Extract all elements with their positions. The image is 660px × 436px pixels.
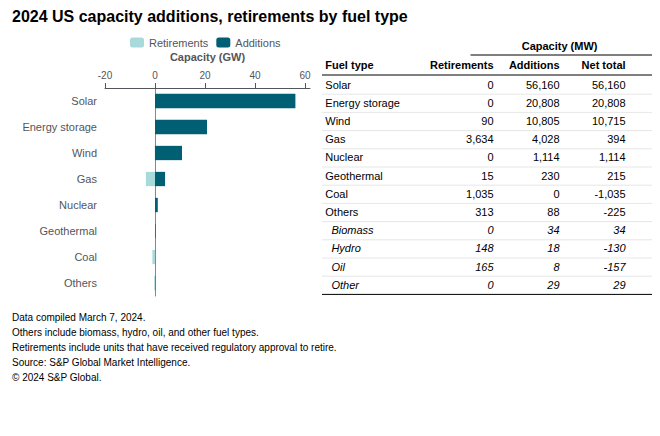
- svg-text:Capacity (MW): Capacity (MW): [522, 40, 598, 52]
- svg-text:18: 18: [547, 242, 560, 254]
- svg-text:Others: Others: [325, 206, 359, 218]
- svg-text:Other: Other: [325, 279, 360, 291]
- svg-text:0: 0: [152, 70, 158, 81]
- svg-text:Coal: Coal: [325, 188, 348, 200]
- svg-text:Fuel type: Fuel type: [325, 59, 373, 71]
- svg-text:29: 29: [612, 279, 625, 291]
- svg-text:3,634: 3,634: [466, 133, 494, 145]
- svg-text:88: 88: [547, 206, 559, 218]
- svg-text:1,035: 1,035: [466, 188, 494, 200]
- svg-text:29: 29: [546, 279, 559, 291]
- svg-text:Hydro: Hydro: [325, 242, 360, 254]
- svg-text:Others include biomass, hydro,: Others include biomass, hydro, oil, and …: [12, 327, 259, 338]
- svg-text:-225: -225: [604, 206, 626, 218]
- svg-text:Source: S&P Global Market Inte: Source: S&P Global Market Intelligence.: [12, 357, 190, 368]
- svg-text:394: 394: [607, 133, 625, 145]
- svg-text:0: 0: [553, 188, 559, 200]
- svg-text:Nuclear: Nuclear: [59, 199, 97, 211]
- svg-text:© 2024 S&P Global.: © 2024 S&P Global.: [12, 372, 101, 383]
- svg-text:56,160: 56,160: [592, 79, 626, 91]
- svg-text:2024 US capacity additions, re: 2024 US capacity additions, retirements …: [12, 8, 408, 25]
- svg-text:0: 0: [487, 97, 493, 109]
- svg-text:0: 0: [487, 151, 493, 163]
- svg-text:Biomass: Biomass: [325, 224, 374, 236]
- svg-text:Gas: Gas: [77, 173, 98, 185]
- svg-text:Additions: Additions: [235, 37, 281, 49]
- svg-text:10,805: 10,805: [526, 115, 560, 127]
- svg-text:1,114: 1,114: [599, 151, 626, 163]
- svg-text:Energy storage: Energy storage: [22, 121, 97, 133]
- svg-text:Retirements: Retirements: [430, 59, 494, 71]
- svg-text:Retirements: Retirements: [149, 37, 209, 49]
- svg-text:-157: -157: [604, 261, 627, 273]
- svg-text:8: 8: [553, 261, 560, 273]
- svg-text:Energy storage: Energy storage: [325, 97, 400, 109]
- svg-text:215: 215: [607, 170, 625, 182]
- svg-text:10,715: 10,715: [592, 115, 626, 127]
- svg-text:230: 230: [541, 170, 559, 182]
- svg-text:34: 34: [547, 224, 559, 236]
- svg-text:165: 165: [475, 261, 494, 273]
- svg-text:Coal: Coal: [74, 251, 97, 263]
- svg-text:Gas: Gas: [325, 133, 346, 145]
- svg-text:40: 40: [249, 70, 261, 81]
- svg-text:-130: -130: [604, 242, 627, 254]
- svg-text:148: 148: [475, 242, 494, 254]
- svg-text:0: 0: [487, 79, 493, 91]
- svg-text:Oil: Oil: [325, 261, 345, 273]
- svg-text:20: 20: [199, 70, 211, 81]
- svg-text:0: 0: [487, 279, 494, 291]
- svg-text:15: 15: [481, 170, 493, 182]
- svg-text:Net total: Net total: [582, 59, 626, 71]
- svg-text:Retirements include units that: Retirements include units that have rece…: [12, 342, 337, 353]
- svg-text:Geothermal: Geothermal: [40, 225, 97, 237]
- svg-text:56,160: 56,160: [526, 79, 560, 91]
- svg-text:34: 34: [613, 224, 625, 236]
- svg-text:Others: Others: [64, 277, 98, 289]
- svg-text:-20: -20: [98, 70, 113, 81]
- svg-text:4,028: 4,028: [532, 133, 560, 145]
- svg-text:20,808: 20,808: [592, 97, 626, 109]
- svg-text:313: 313: [475, 206, 493, 218]
- svg-text:-1,035: -1,035: [594, 188, 625, 200]
- svg-text:Data compiled March 7, 2024.: Data compiled March 7, 2024.: [12, 312, 145, 323]
- svg-text:Wind: Wind: [72, 147, 97, 159]
- svg-text:60: 60: [299, 70, 311, 81]
- svg-text:Nuclear: Nuclear: [325, 151, 363, 163]
- svg-text:Wind: Wind: [325, 115, 350, 127]
- svg-text:Additions: Additions: [509, 59, 560, 71]
- svg-text:Solar: Solar: [71, 95, 97, 107]
- svg-text:1,114: 1,114: [533, 151, 560, 163]
- svg-text:20,808: 20,808: [526, 97, 560, 109]
- svg-text:Capacity (GW): Capacity (GW): [170, 51, 246, 63]
- svg-text:Solar: Solar: [325, 79, 351, 91]
- svg-text:0: 0: [487, 224, 494, 236]
- svg-text:Geothermal: Geothermal: [325, 170, 382, 182]
- svg-text:90: 90: [481, 115, 493, 127]
